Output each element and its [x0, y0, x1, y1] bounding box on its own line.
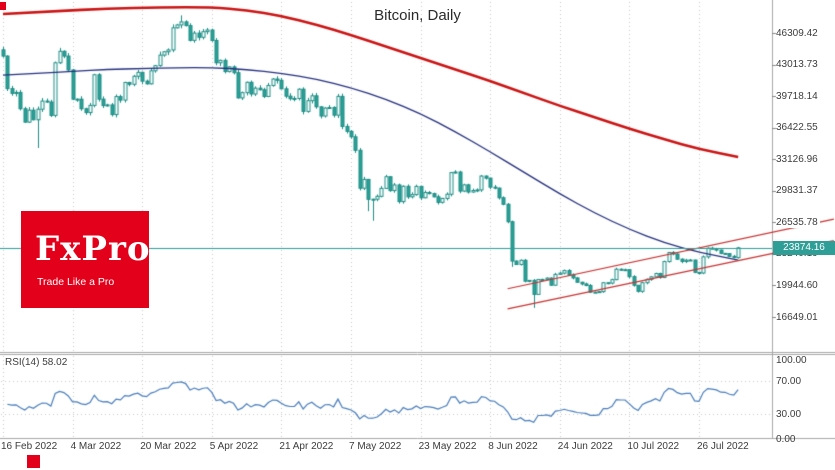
price-axis-label: 19944.60 — [776, 279, 820, 291]
price-axis-label: 16649.01 — [776, 311, 820, 323]
rsi-indicator-label: RSI(14) 58.02 — [5, 357, 68, 368]
time-axis-label: 24 Jun 2022 — [557, 441, 613, 452]
rsi-axis-label: 100.00 — [776, 355, 807, 366]
time-axis-label: 21 Apr 2022 — [279, 441, 334, 452]
time-axis-label: 10 Jul 2022 — [627, 441, 680, 452]
price-axis-label: 39718.14 — [776, 90, 820, 102]
fxpro-logo-text: FxPro — [35, 229, 151, 269]
price-axis-label: 46309.42 — [776, 27, 820, 39]
time-axis-label: 20 Mar 2022 — [140, 441, 197, 452]
bottom-left-red-square — [27, 455, 40, 468]
fxpro-logo: FxPro Trade Like a Pro — [21, 211, 151, 308]
time-axis-label: 8 Jun 2022 — [488, 441, 538, 452]
chart-title: Bitcoin, Daily — [374, 7, 461, 24]
rsi-axis-label: 30.00 — [776, 408, 802, 420]
time-axis-label: 4 Mar 2022 — [70, 441, 122, 452]
price-axis-label: 26535.78 — [776, 216, 820, 228]
current-price-tag: 23874.16 — [773, 241, 835, 255]
price-axis-label: 36422.55 — [776, 122, 820, 134]
time-axis-label: 16 Feb 2022 — [1, 441, 58, 452]
rsi-axis-label: 70.00 — [776, 375, 802, 387]
price-axis-label: 43013.73 — [776, 59, 820, 71]
time-axis-label: 23 May 2022 — [418, 441, 477, 452]
time-axis-label: 7 May 2022 — [349, 441, 402, 452]
price-axis-label: 33126.96 — [776, 153, 820, 165]
price-axis-label: 29831.37 — [776, 185, 820, 197]
fxpro-tagline: Trade Like a Pro — [37, 276, 115, 288]
top-left-red-mark — [0, 2, 6, 10]
time-axis-label: 26 Jul 2022 — [697, 441, 749, 452]
rsi-axis-label: 0.00 — [776, 433, 796, 445]
time-axis-label: 5 Apr 2022 — [209, 441, 259, 452]
